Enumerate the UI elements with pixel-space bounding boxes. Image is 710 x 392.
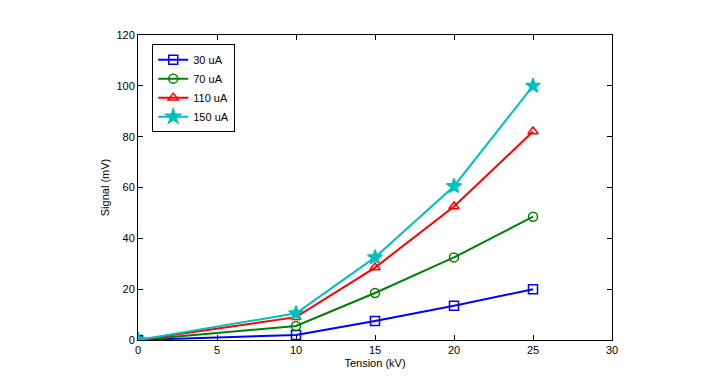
svg-text:80: 80 xyxy=(123,131,135,143)
svg-text:120: 120 xyxy=(116,29,134,41)
svg-text:5: 5 xyxy=(214,344,220,356)
svg-text:60: 60 xyxy=(123,181,135,193)
svg-text:10: 10 xyxy=(290,344,302,356)
svg-text:20: 20 xyxy=(123,283,135,295)
svg-text:110 uA: 110 uA xyxy=(193,92,228,104)
svg-text:30 uA: 30 uA xyxy=(193,54,222,66)
svg-text:0: 0 xyxy=(135,344,141,356)
svg-text:40: 40 xyxy=(123,232,135,244)
svg-text:100: 100 xyxy=(116,80,134,92)
svg-text:25: 25 xyxy=(527,344,539,356)
svg-text:15: 15 xyxy=(369,344,381,356)
svg-text:Tension (kV): Tension (kV) xyxy=(344,357,405,369)
svg-text:0: 0 xyxy=(129,334,135,346)
svg-text:20: 20 xyxy=(448,344,460,356)
svg-text:150 uA: 150 uA xyxy=(193,111,229,123)
svg-text:70 uA: 70 uA xyxy=(193,73,222,85)
svg-text:30: 30 xyxy=(606,344,618,356)
svg-text:Signal (mV): Signal (mV) xyxy=(99,159,111,216)
